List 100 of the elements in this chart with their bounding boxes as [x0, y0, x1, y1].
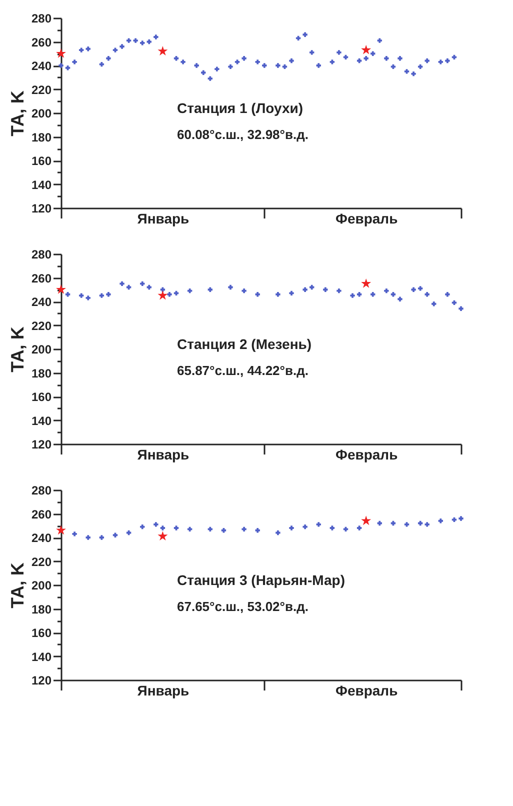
y-tick-label: 160 — [31, 626, 52, 640]
point — [458, 516, 464, 521]
y-tick-label: 120 — [31, 438, 52, 452]
point — [106, 56, 111, 61]
point — [330, 60, 335, 64]
point — [276, 530, 280, 536]
point — [140, 40, 145, 46]
point — [120, 281, 124, 286]
point — [404, 69, 410, 74]
point — [174, 526, 179, 530]
point — [234, 60, 240, 64]
point — [72, 532, 77, 536]
point — [398, 56, 402, 61]
y-tick-label: 120 — [31, 674, 52, 688]
point — [78, 48, 84, 52]
point — [72, 60, 77, 64]
point — [418, 64, 423, 70]
annotation: 60.08°с.ш., 32.98°в.д. — [177, 127, 308, 142]
point — [276, 292, 280, 297]
y-tick-label: 200 — [31, 342, 52, 356]
x-tick-label: Февраль — [335, 682, 398, 698]
point — [146, 39, 152, 44]
point — [411, 71, 416, 76]
y-tick-label: 160 — [31, 390, 52, 404]
point — [377, 520, 382, 526]
point — [361, 278, 372, 288]
point — [158, 46, 168, 56]
point — [302, 287, 308, 292]
point — [452, 517, 457, 522]
point — [167, 292, 172, 297]
point — [390, 292, 396, 297]
point — [398, 296, 402, 302]
point — [208, 526, 212, 532]
point — [126, 38, 132, 43]
point — [214, 66, 220, 72]
point — [228, 64, 233, 70]
point — [438, 518, 444, 524]
y-tick-label: 260 — [31, 35, 52, 50]
point — [296, 36, 301, 41]
point — [99, 293, 104, 298]
annotation: 65.87°с.ш., 44.22°в.д. — [177, 363, 308, 378]
point — [384, 56, 389, 61]
point — [404, 522, 410, 527]
point — [78, 293, 84, 298]
y-tick-label: 200 — [31, 106, 52, 120]
point — [242, 56, 246, 61]
point — [221, 528, 226, 533]
point — [255, 292, 260, 297]
point — [350, 293, 355, 298]
point — [120, 44, 124, 49]
point — [316, 522, 321, 527]
point — [86, 46, 90, 52]
point — [424, 522, 430, 527]
point — [370, 51, 376, 56]
y-tick-label: 240 — [31, 59, 52, 73]
point — [208, 287, 212, 292]
point — [370, 292, 376, 297]
point — [65, 66, 70, 70]
point — [146, 284, 152, 290]
point — [302, 524, 308, 530]
point — [174, 56, 179, 61]
point — [364, 56, 368, 61]
y-tick-label: 240 — [31, 531, 52, 545]
y-tick-label: 260 — [31, 271, 52, 286]
y-tick-label: 180 — [31, 602, 52, 616]
y-tick-label: 280 — [31, 484, 52, 498]
point — [262, 63, 267, 68]
point — [180, 60, 186, 64]
point — [356, 526, 362, 530]
point — [255, 528, 260, 533]
x-tick-label: Январь — [137, 210, 190, 226]
point — [242, 526, 246, 532]
point — [452, 54, 457, 60]
point — [86, 296, 90, 300]
point — [316, 63, 321, 68]
point — [255, 60, 260, 64]
y-axis-title: TA, K — [7, 326, 28, 372]
y-axis-title: TA, K — [7, 562, 28, 608]
y-tick-label: 180 — [31, 366, 52, 380]
point — [424, 292, 430, 297]
y-tick-label: 140 — [31, 414, 52, 428]
point — [58, 63, 64, 68]
y-tick-label: 160 — [31, 154, 52, 168]
y-tick-label: 240 — [31, 295, 52, 309]
y-tick-label: 220 — [31, 318, 52, 333]
point — [154, 34, 158, 40]
y-tick-label: 140 — [31, 178, 52, 192]
point — [356, 292, 362, 297]
point — [158, 290, 168, 300]
point — [343, 526, 348, 532]
y-tick-label: 260 — [31, 507, 52, 522]
point — [56, 48, 66, 58]
point — [208, 76, 212, 81]
point — [86, 535, 90, 540]
point — [158, 531, 168, 541]
y-axis-title: TA, K — [7, 90, 28, 136]
y-tick-label: 280 — [31, 12, 52, 26]
point — [323, 287, 328, 292]
point — [330, 526, 335, 530]
point — [201, 70, 206, 75]
